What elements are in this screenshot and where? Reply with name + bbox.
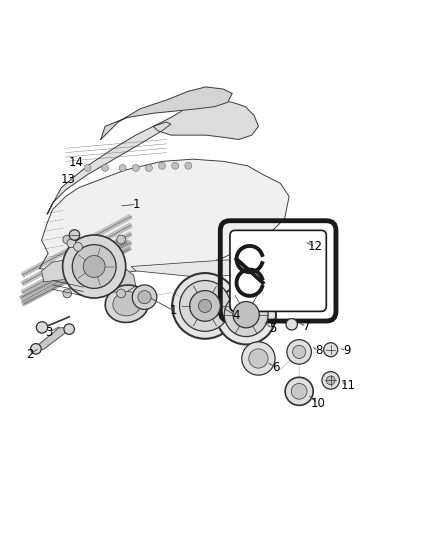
- Circle shape: [326, 376, 335, 385]
- Text: 10: 10: [311, 397, 325, 410]
- Circle shape: [242, 342, 275, 375]
- Text: 3: 3: [46, 326, 53, 338]
- Circle shape: [63, 235, 71, 244]
- Circle shape: [180, 280, 230, 332]
- Circle shape: [83, 255, 105, 278]
- Text: 9: 9: [343, 344, 351, 357]
- Circle shape: [159, 162, 166, 169]
- Circle shape: [69, 230, 80, 240]
- Text: 8: 8: [315, 344, 322, 357]
- Circle shape: [286, 319, 297, 330]
- Text: 4: 4: [232, 309, 240, 322]
- Text: 12: 12: [308, 240, 323, 253]
- Circle shape: [63, 289, 71, 298]
- Circle shape: [172, 273, 238, 339]
- Text: 7: 7: [303, 320, 311, 333]
- Circle shape: [84, 165, 91, 172]
- Circle shape: [216, 285, 276, 344]
- Circle shape: [145, 165, 152, 172]
- Polygon shape: [131, 260, 250, 278]
- Polygon shape: [35, 328, 70, 350]
- Circle shape: [224, 293, 268, 336]
- Text: 11: 11: [341, 379, 356, 392]
- Circle shape: [74, 243, 82, 251]
- Ellipse shape: [113, 292, 141, 316]
- Circle shape: [119, 165, 126, 172]
- Polygon shape: [101, 87, 232, 140]
- Circle shape: [233, 302, 259, 328]
- Circle shape: [67, 239, 76, 248]
- Circle shape: [285, 377, 313, 405]
- Text: 14: 14: [69, 156, 84, 169]
- Circle shape: [322, 372, 339, 389]
- Circle shape: [117, 289, 126, 298]
- Circle shape: [287, 340, 311, 364]
- Polygon shape: [42, 255, 107, 282]
- Circle shape: [198, 300, 212, 312]
- Circle shape: [172, 162, 179, 169]
- Text: 5: 5: [269, 322, 276, 335]
- Circle shape: [138, 290, 151, 304]
- Circle shape: [117, 235, 126, 244]
- Text: 13: 13: [60, 173, 75, 186]
- Ellipse shape: [105, 285, 149, 322]
- Circle shape: [185, 162, 192, 169]
- Polygon shape: [47, 122, 171, 214]
- Circle shape: [132, 165, 139, 172]
- Polygon shape: [153, 100, 258, 140]
- Polygon shape: [94, 266, 136, 293]
- Circle shape: [31, 344, 41, 354]
- Circle shape: [293, 345, 306, 359]
- Circle shape: [64, 324, 74, 334]
- Circle shape: [291, 383, 307, 399]
- Text: 2: 2: [26, 349, 34, 361]
- Polygon shape: [39, 159, 289, 272]
- FancyBboxPatch shape: [230, 230, 326, 311]
- Circle shape: [324, 343, 338, 357]
- Circle shape: [63, 235, 126, 298]
- Circle shape: [249, 349, 268, 368]
- Circle shape: [132, 285, 157, 310]
- Circle shape: [36, 322, 48, 333]
- Circle shape: [72, 245, 116, 288]
- Text: 1: 1: [133, 198, 141, 211]
- Text: 1: 1: [169, 304, 177, 317]
- Circle shape: [102, 165, 109, 172]
- Text: 6: 6: [272, 361, 280, 374]
- Circle shape: [190, 290, 220, 321]
